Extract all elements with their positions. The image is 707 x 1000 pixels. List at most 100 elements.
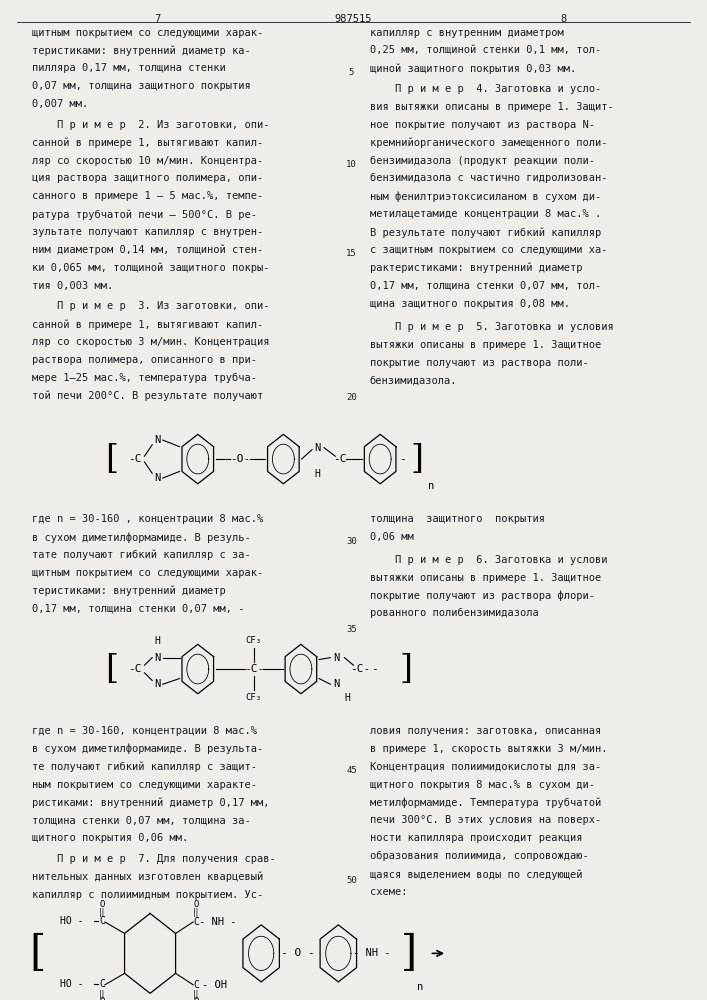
Text: где n = 30-160 , концентрации 8 мас.%: где n = 30-160 , концентрации 8 мас.%	[33, 514, 264, 524]
Text: N: N	[154, 435, 160, 445]
Text: H: H	[344, 693, 350, 703]
Text: рованного полибензимидазола: рованного полибензимидазола	[370, 608, 539, 618]
Text: 15: 15	[346, 249, 357, 258]
Text: нительных данных изготовлен кварцевый: нительных данных изготовлен кварцевый	[33, 872, 264, 882]
Text: схеме:: схеме:	[370, 887, 407, 897]
Text: ]: ]	[410, 443, 423, 475]
Text: метилформамиде. Температура трубчатой: метилформамиде. Температура трубчатой	[370, 798, 601, 808]
Text: ляр со скоростью 3 м/мин. Концентрация: ляр со скоростью 3 м/мин. Концентрация	[33, 337, 270, 347]
Text: [: [	[30, 932, 46, 974]
Text: -: -	[399, 454, 406, 464]
Text: - NH -: - NH -	[199, 917, 236, 927]
Text: П р и м е р  3. Из заготовки, опи-: П р и м е р 3. Из заготовки, опи-	[33, 301, 270, 311]
Text: ляр со скоростью 10 м/мин. Концентра-: ляр со скоростью 10 м/мин. Концентра-	[33, 156, 264, 166]
Text: 0,07 мм, толщина защитного покрытия: 0,07 мм, толщина защитного покрытия	[33, 81, 251, 91]
Text: -C: -C	[128, 454, 141, 464]
Text: 50: 50	[346, 876, 357, 885]
Text: ным фенилтриэтоксисиланом в сухом ди-: ным фенилтриэтоксисиланом в сухом ди-	[370, 191, 601, 202]
Text: те получают гибкий капилляр с защит-: те получают гибкий капилляр с защит-	[33, 762, 257, 772]
Text: с защитным покрытием со следующими ха-: с защитным покрытием со следующими ха-	[370, 245, 607, 255]
Text: ||: ||	[100, 990, 105, 999]
Text: кремнийорганического замещенного поли-: кремнийорганического замещенного поли-	[370, 138, 607, 148]
Text: Концентрация полиимидокислоты для за-: Концентрация полиимидокислоты для за-	[370, 762, 601, 772]
Text: C: C	[99, 916, 105, 926]
Text: бензимидазола с частично гидролизован-: бензимидазола с частично гидролизован-	[370, 173, 607, 183]
Text: 0,17 мм, толщина стенки 0,07 мм, тол-: 0,17 мм, толщина стенки 0,07 мм, тол-	[370, 281, 601, 291]
Text: O: O	[100, 900, 105, 909]
Text: П р и м е р  2. Из заготовки, опи-: П р и м е р 2. Из заготовки, опи-	[33, 120, 270, 130]
Text: щитным покрытием со следующими харак-: щитным покрытием со следующими харак-	[33, 568, 264, 578]
Text: ловия получения: заготовка, описанная: ловия получения: заготовка, описанная	[370, 726, 601, 736]
Text: 0,17 мм, толщина стенки 0,07 мм, -: 0,17 мм, толщина стенки 0,07 мм, -	[33, 604, 245, 614]
Text: теристиками: внутренний диаметр ка-: теристиками: внутренний диаметр ка-	[33, 45, 251, 56]
Text: N: N	[333, 653, 339, 663]
Text: мере 1–25 мас.%, температура трубча-: мере 1–25 мас.%, температура трубча-	[33, 373, 257, 383]
Text: тия 0,003 мм.: тия 0,003 мм.	[33, 281, 114, 291]
Text: щина защитного покрытия 0,08 мм.: щина защитного покрытия 0,08 мм.	[370, 299, 570, 309]
Text: - NH -: - NH -	[354, 948, 391, 958]
Text: капилляр с полиимидным покрытием. Ус-: капилляр с полиимидным покрытием. Ус-	[33, 890, 264, 900]
Text: рактеристиками: внутренний диаметр: рактеристиками: внутренний диаметр	[370, 263, 582, 273]
Text: -: -	[371, 664, 378, 674]
Text: ности капилляра происходит реакция: ности капилляра происходит реакция	[370, 833, 582, 843]
Text: ||: ||	[100, 908, 105, 917]
Text: ное покрытие получают из раствора N-: ное покрытие получают из раствора N-	[370, 120, 595, 130]
Text: метилацетамиде концентрации 8 мас.% .: метилацетамиде концентрации 8 мас.% .	[370, 209, 601, 219]
Text: 45: 45	[346, 766, 357, 775]
Text: 30: 30	[346, 537, 357, 546]
Text: печи 300°С. В этих условия на поверх-: печи 300°С. В этих условия на поверх-	[370, 815, 601, 825]
Text: вытяжки описаны в примере 1. Защитное: вытяжки описаны в примере 1. Защитное	[370, 340, 601, 350]
Text: зультате получают капилляр с внутрен-: зультате получают капилляр с внутрен-	[33, 227, 264, 237]
Text: П р и м е р  6. Заготовка и услови: П р и м е р 6. Заготовка и услови	[370, 555, 607, 565]
Text: ция раствора защитного полимера, опи-: ция раствора защитного полимера, опи-	[33, 173, 264, 183]
Text: C: C	[193, 980, 199, 990]
Text: бензимидазола (продукт реакции поли-: бензимидазола (продукт реакции поли-	[370, 156, 595, 166]
Text: N: N	[154, 679, 160, 689]
Text: щаяся выделением воды по следующей: щаяся выделением воды по следующей	[370, 869, 582, 880]
Text: щитного покрытия 0,06 мм.: щитного покрытия 0,06 мм.	[33, 833, 189, 843]
Text: тате получают гибкий капилляр с за-: тате получают гибкий капилляр с за-	[33, 550, 251, 560]
Text: - O -: - O -	[281, 948, 315, 958]
Text: покрытие получают из раствора флори-: покрытие получают из раствора флори-	[370, 590, 595, 601]
Text: 10: 10	[346, 160, 357, 169]
Text: 0,25 мм, толщиной стенки 0,1 мм, тол-: 0,25 мм, толщиной стенки 0,1 мм, тол-	[370, 45, 601, 55]
Text: теристиками: внутренний диаметр: теристиками: внутренний диаметр	[33, 586, 226, 596]
Text: O: O	[100, 997, 105, 1000]
Text: 20: 20	[346, 393, 357, 402]
Text: [: [	[105, 653, 118, 685]
Text: -C: -C	[333, 454, 346, 464]
Text: N: N	[154, 473, 160, 483]
Text: толщина  защитного  покрытия: толщина защитного покрытия	[370, 514, 544, 524]
Text: HO -: HO -	[60, 979, 84, 989]
Text: H: H	[314, 469, 320, 479]
Text: щитным покрытием со следующими харак-: щитным покрытием со следующими харак-	[33, 28, 264, 38]
Text: в примере 1, скорость вытяжки 3 м/мин.: в примере 1, скорость вытяжки 3 м/мин.	[370, 744, 607, 754]
Text: O: O	[193, 997, 199, 1000]
Text: -C-: -C-	[351, 664, 370, 674]
Text: вытяжки описаны в примере 1. Защитное: вытяжки описаны в примере 1. Защитное	[370, 573, 601, 583]
Text: ]: ]	[400, 932, 416, 974]
Text: капилляр с внутренним диаметром: капилляр с внутренним диаметром	[370, 28, 563, 38]
Text: 7: 7	[154, 14, 160, 24]
Text: ристиками: внутренний диаметр 0,17 мм,: ристиками: внутренний диаметр 0,17 мм,	[33, 798, 270, 808]
Text: в сухом диметилформамиде. В результа-: в сухом диметилформамиде. В результа-	[33, 744, 264, 754]
Text: санной в примере 1, вытягивают капил-: санной в примере 1, вытягивают капил-	[33, 319, 264, 330]
Text: раствора полимера, описанного в при-: раствора полимера, описанного в при-	[33, 355, 257, 365]
Text: щитного покрытия 8 мас.% в сухом ди-: щитного покрытия 8 мас.% в сухом ди-	[370, 780, 595, 790]
Text: H: H	[154, 636, 160, 646]
Text: CF₃: CF₃	[246, 693, 262, 702]
Text: 8: 8	[561, 14, 567, 24]
Text: санного в примере 1 – 5 мас.%, темпе-: санного в примере 1 – 5 мас.%, темпе-	[33, 191, 264, 201]
Text: В результате получают гибкий капилляр: В результате получают гибкий капилляр	[370, 227, 601, 238]
Text: N: N	[333, 679, 339, 689]
Text: П р и м е р  4. Заготовка и усло-: П р и м е р 4. Заготовка и усло-	[370, 84, 601, 94]
Text: 5: 5	[349, 68, 354, 77]
Text: -C: -C	[128, 664, 141, 674]
Text: покрытие получают из раствора поли-: покрытие получают из раствора поли-	[370, 358, 588, 368]
Text: - OH: - OH	[201, 980, 227, 990]
Text: N: N	[154, 653, 160, 663]
Text: той печи 200°С. В результате получают: той печи 200°С. В результате получают	[33, 391, 264, 401]
Text: CF₃: CF₃	[246, 636, 262, 645]
Text: 0,06 мм: 0,06 мм	[370, 532, 414, 542]
Text: П р и м е р  5. Заготовка и условия: П р и м е р 5. Заготовка и условия	[370, 322, 614, 332]
